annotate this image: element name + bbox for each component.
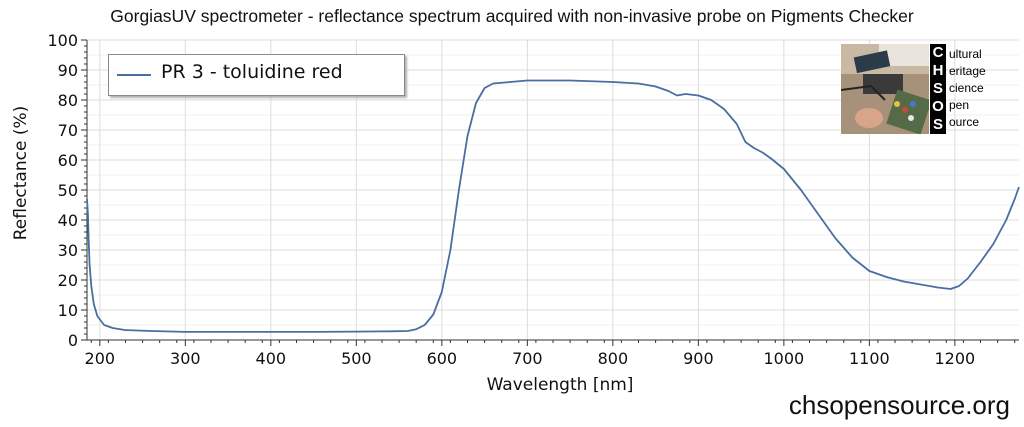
logo-word: eritage (949, 64, 986, 78)
logo-letter: C (932, 44, 944, 61)
series-line (86, 79, 1020, 333)
logo-letter-column: C H S O S (930, 44, 946, 134)
legend-line-swatch (117, 74, 151, 76)
y-tick-label: 30 (58, 241, 78, 260)
chsos-logo: C H S O S ultural eritage cience pen our… (841, 44, 991, 134)
x-tick-label: 700 (512, 349, 543, 368)
logo-letter: O (932, 98, 944, 115)
logo-letter: S (932, 116, 943, 133)
y-tick-label: 20 (58, 271, 78, 290)
x-tick-label: 800 (598, 349, 629, 368)
y-tick-label: 0 (68, 331, 78, 350)
logo-photo (841, 44, 929, 134)
y-tick-label: 60 (58, 151, 78, 170)
chart-title: GorgiasUV spectrometer - reflectance spe… (110, 6, 914, 26)
y-tick-label: 70 (58, 121, 78, 140)
x-tick-label: 200 (85, 349, 116, 368)
y-tick-label: 90 (58, 61, 78, 80)
tick-labels: 0 10 20 30 40 50 60 70 80 90 100 200 300 400 500 600 700… (47, 31, 975, 368)
x-tick-label: 600 (427, 349, 458, 368)
x-tick-label: 1000 (764, 349, 805, 368)
website-watermark: chsopensource.org (788, 390, 1010, 420)
logo-word: ource (949, 115, 980, 129)
y-tick-label: 80 (58, 91, 78, 110)
x-tick-label: 1100 (849, 349, 890, 368)
logo-word: cience (949, 81, 984, 95)
logo-word: ultural (949, 47, 982, 61)
y-tick-label: 50 (58, 181, 78, 200)
x-tick-label: 400 (256, 349, 287, 368)
x-tick-label: 300 (170, 349, 201, 368)
axes (81, 39, 1019, 346)
logo-words: ultural eritage cience pen ource (949, 46, 986, 131)
x-axis-label: Wavelength [nm] (487, 375, 634, 395)
y-axis-label: Reflectance (%) (11, 106, 31, 241)
logo-word: pen (949, 98, 970, 112)
y-tick-label: 100 (47, 31, 78, 50)
x-tick-label: 900 (683, 349, 714, 368)
legend: PR 3 - toluidine red (108, 54, 405, 96)
y-tick-label: 10 (58, 301, 78, 320)
logo-letter: H (932, 62, 944, 79)
series-layer (86, 79, 1020, 333)
logo-letter: S (932, 80, 943, 97)
legend-entry: PR 3 - toluidine red (161, 61, 343, 83)
x-tick-label: 500 (341, 349, 372, 368)
x-tick-label: 1200 (935, 349, 976, 368)
y-tick-label: 40 (58, 211, 78, 230)
